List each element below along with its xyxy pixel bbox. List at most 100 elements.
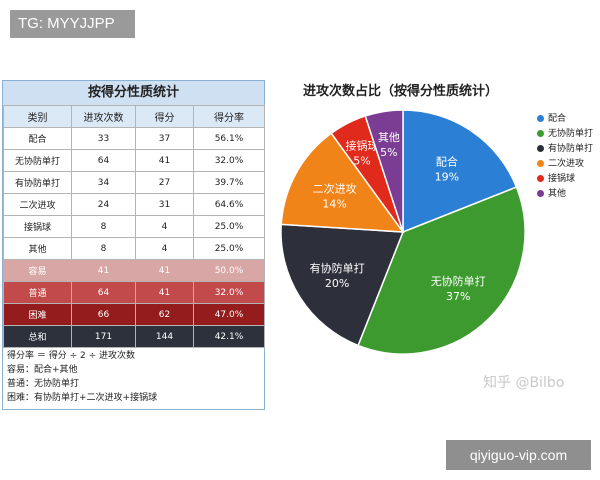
cell-category: 二次进攻 <box>3 193 72 216</box>
legend-label: 二次进攻 <box>548 159 585 169</box>
pie-slice-percent: 14% <box>322 197 346 210</box>
legend-label: 有协防单打 <box>548 144 594 154</box>
cell-points: 37 <box>135 127 194 150</box>
legend-item: 接锅球 <box>537 172 593 187</box>
legend-item: 有协防单打 <box>537 142 593 157</box>
pie-slice-percent: 5% <box>380 146 397 159</box>
cell-attempts: 8 <box>71 215 136 238</box>
cell-rate: 42.1% <box>193 325 265 348</box>
cell-rate: 32.0% <box>193 281 265 304</box>
cell-category: 其他 <box>3 237 72 260</box>
cell-rate: 50.0% <box>193 259 265 282</box>
legend-item: 其他 <box>537 187 593 202</box>
pie-legend: 配合无协防单打有协防单打二次进攻接锅球其他 <box>537 112 593 202</box>
legend-label: 其他 <box>548 189 567 199</box>
cell-points: 62 <box>135 303 194 326</box>
header-cell-points: 得分 <box>135 105 194 128</box>
legend-label: 接锅球 <box>548 174 576 184</box>
bottom-watermark: qiyiguo-vip.com <box>446 440 591 470</box>
cell-rate: 25.0% <box>193 215 265 238</box>
table-header-row: 类别 进攻次数 得分 得分率 <box>3 105 265 128</box>
cell-rate: 64.6% <box>193 193 265 216</box>
legend-label: 无协防单打 <box>548 129 594 139</box>
table-row: 二次进攻 24 31 64.6% <box>3 193 265 216</box>
pie-slice-1 <box>357 186 526 355</box>
cell-category: 普通 <box>3 281 72 304</box>
header-cell-rate: 得分率 <box>193 105 265 128</box>
table-row: 无协防单打 64 41 32.0% <box>3 149 265 172</box>
cell-attempts: 41 <box>71 259 136 282</box>
pie-slice-label: 配合 <box>436 154 458 168</box>
legend-item: 无协防单打 <box>537 127 593 142</box>
table-row: 其他 8 4 25.0% <box>3 237 265 260</box>
pie-slice-label: 接锅球 <box>346 139 379 153</box>
pie-slice-label: 无协防单打 <box>431 274 486 288</box>
legend-item: 二次进攻 <box>537 157 593 172</box>
pie-slice-3 <box>280 132 405 233</box>
cell-category: 容易 <box>3 259 72 282</box>
header-cell-attempts: 进攻次数 <box>71 105 136 128</box>
cell-category: 配合 <box>3 127 72 150</box>
cell-attempts: 34 <box>71 171 136 194</box>
top-watermark: TG: MYYJJPP <box>10 10 135 38</box>
cell-points: 4 <box>135 215 194 238</box>
table-row-hard: 困难 66 62 47.0% <box>3 303 265 326</box>
pie-slice-label: 有协防单打 <box>310 261 365 275</box>
table-row-normal: 普通 64 41 32.0% <box>3 281 265 304</box>
cell-points: 144 <box>135 325 194 348</box>
note-normal: 普通：无协防单打 <box>7 379 80 389</box>
table-title: 按得分性质统计 <box>3 81 264 105</box>
cell-attempts: 64 <box>71 149 136 172</box>
header-cell-category: 类别 <box>3 105 72 128</box>
pie-slice-percent: 5% <box>353 155 370 168</box>
pie-slice-label: 其他 <box>378 131 400 144</box>
cell-attempts: 66 <box>71 303 136 326</box>
pie-slice-label: 二次进攻 <box>313 181 357 195</box>
cell-points: 31 <box>135 193 194 216</box>
cell-attempts: 24 <box>71 193 136 216</box>
cell-points: 41 <box>135 149 194 172</box>
cell-category: 接锅球 <box>3 215 72 238</box>
table-row-total: 总和 171 144 42.1% <box>3 325 265 348</box>
legend-item: 配合 <box>537 112 593 127</box>
cell-attempts: 33 <box>71 127 136 150</box>
pie-slice-percent: 20% <box>325 277 349 290</box>
stats-table: 类别 进攻次数 得分 得分率 配合 33 37 56.1% 无协防单打 64 4… <box>3 105 265 348</box>
cell-category: 总和 <box>3 325 72 348</box>
cell-category: 困难 <box>3 303 72 326</box>
table-row-easy: 容易 41 41 50.0% <box>3 259 265 282</box>
zhihu-watermark: 知乎 @Bilbo <box>483 375 565 391</box>
legend-dot-icon <box>537 130 544 137</box>
legend-dot-icon <box>537 175 544 182</box>
pie-slice-percent: 19% <box>435 170 459 183</box>
table-row: 接锅球 8 4 25.0% <box>3 215 265 238</box>
legend-dot-icon <box>537 160 544 167</box>
legend-dot-icon <box>537 115 544 122</box>
pie-title: 进攻次数占比（按得分性质统计） <box>303 84 499 99</box>
cell-rate: 39.7% <box>193 171 265 194</box>
table-row: 配合 33 37 56.1% <box>3 127 265 150</box>
cell-points: 41 <box>135 259 194 282</box>
note-hard: 困难：有协防单打+二次进攻+接锅球 <box>7 393 158 403</box>
cell-points: 41 <box>135 281 194 304</box>
cell-category: 无协防单打 <box>3 149 72 172</box>
stats-table-panel: 按得分性质统计 类别 进攻次数 得分 得分率 配合 33 37 56.1% 无协… <box>2 80 265 410</box>
cell-attempts: 8 <box>71 237 136 260</box>
note-rate-formula: 得分率 ＝ 得分 ÷ 2 ÷ 进攻次数 <box>7 351 135 361</box>
cell-rate: 56.1% <box>193 127 265 150</box>
cell-attempts: 171 <box>71 325 136 348</box>
cell-rate: 32.0% <box>193 149 265 172</box>
cell-rate: 25.0% <box>193 237 265 260</box>
cell-category: 有协防单打 <box>3 171 72 194</box>
pie-slice-5 <box>364 109 404 233</box>
legend-dot-icon <box>537 190 544 197</box>
cell-points: 27 <box>135 171 194 194</box>
cell-attempts: 64 <box>71 281 136 304</box>
pie-slice-percent: 37% <box>446 290 470 303</box>
table-notes: 得分率 ＝ 得分 ÷ 2 ÷ 进攻次数 容易：配合+其他 普通：无协防单打 困难… <box>7 349 157 405</box>
table-row: 有协防单打 34 27 39.7% <box>3 171 265 194</box>
cell-points: 4 <box>135 237 194 260</box>
pie-slice-0 <box>402 109 518 234</box>
legend-label: 配合 <box>548 114 567 124</box>
